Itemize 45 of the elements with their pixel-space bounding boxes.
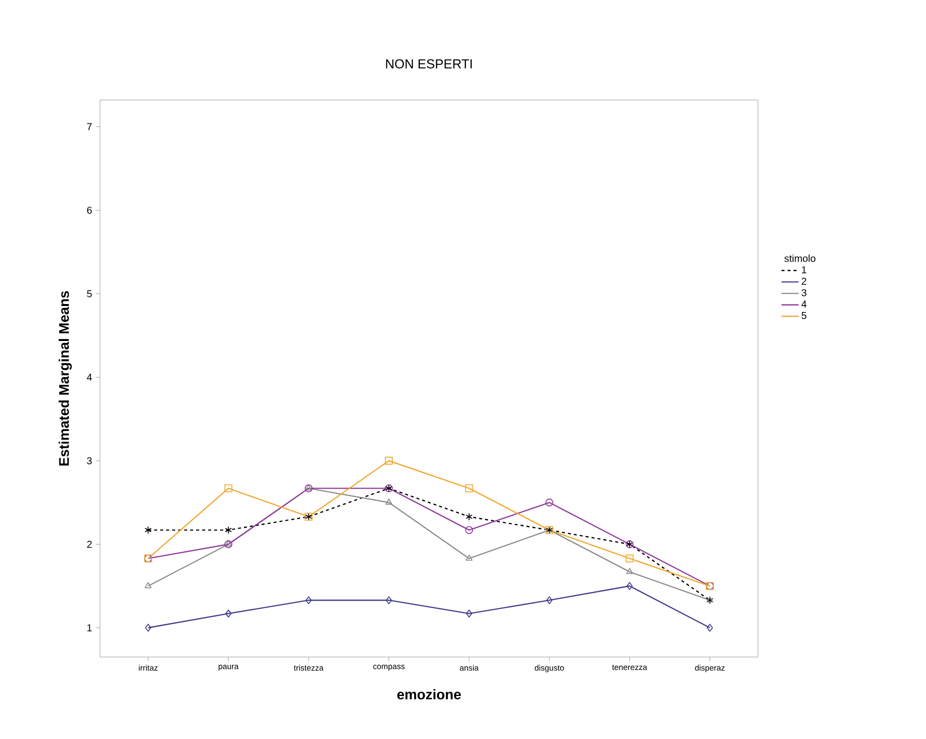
point <box>384 456 393 465</box>
point <box>626 554 634 562</box>
point <box>626 568 634 574</box>
point <box>145 624 152 632</box>
point <box>144 526 152 534</box>
x-tick-label: paura <box>218 664 239 671</box>
point <box>545 498 554 506</box>
legend-label: 1 <box>802 266 806 274</box>
x-tick-label: disperaz <box>695 664 725 672</box>
point <box>466 512 473 521</box>
point <box>466 554 473 561</box>
y-tick-label: 1 <box>87 624 92 632</box>
point <box>465 484 474 492</box>
legend-label: 3 <box>802 289 806 296</box>
y-tick-label: 6 <box>87 206 92 214</box>
x-tick-label: ansia <box>460 664 479 671</box>
point <box>706 624 713 632</box>
legend-label: 2 <box>802 278 806 285</box>
legend-label: 4 <box>801 300 806 308</box>
point <box>306 596 312 604</box>
point <box>386 596 392 604</box>
y-tick-label: 4 <box>86 374 92 381</box>
point <box>224 484 232 492</box>
x-tick-label: tristezza <box>294 664 324 671</box>
legend-title: stimolo <box>784 254 816 262</box>
y-tick-label: 2 <box>87 540 92 548</box>
y-tick-label: 3 <box>87 457 92 464</box>
x-axis-title: emozione <box>397 689 461 700</box>
chart-title: NON ESPERTI <box>386 59 472 68</box>
legend-label: 5 <box>802 312 806 320</box>
y-tick-label: 5 <box>87 290 92 298</box>
y-axis-title: Estimated Marginal Means <box>58 291 72 466</box>
point <box>465 526 474 534</box>
x-tick-label: disgusto <box>534 664 564 672</box>
point <box>224 526 232 534</box>
x-tick-label: irritaz <box>138 664 158 671</box>
x-tick-label: tenerezza <box>612 664 648 670</box>
point <box>466 610 472 618</box>
x-tick-label: compass <box>373 664 405 671</box>
point <box>626 582 633 590</box>
y-tick-label: 7 <box>87 123 92 130</box>
point <box>225 610 232 618</box>
point <box>385 498 392 505</box>
point <box>144 582 152 588</box>
point <box>546 596 552 604</box>
